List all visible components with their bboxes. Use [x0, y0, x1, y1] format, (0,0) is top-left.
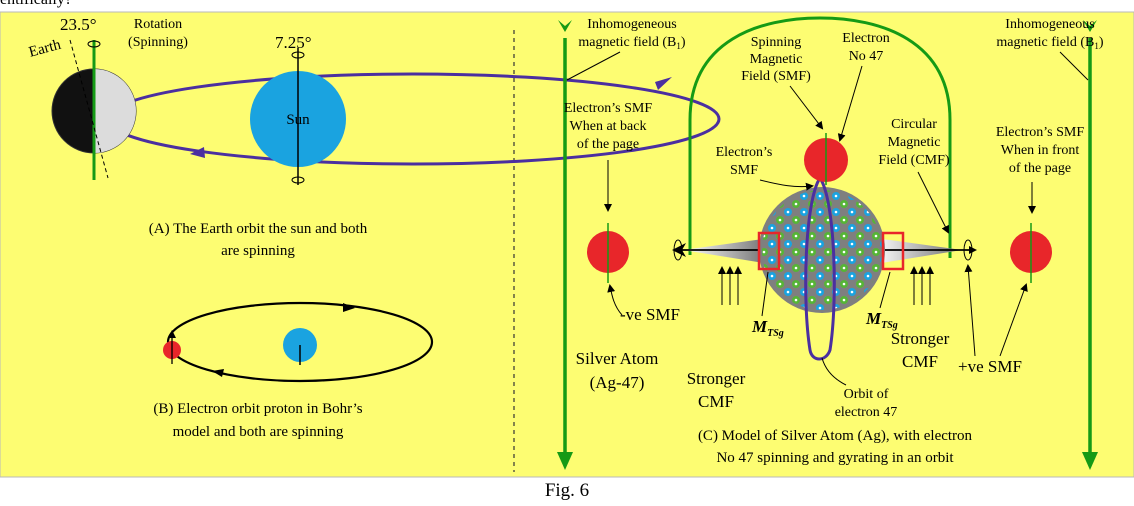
field-left-line1: Inhomogeneous	[587, 17, 676, 32]
axis-left-arrowhead	[672, 243, 686, 257]
mtsg-left-pointer	[761, 271, 769, 317]
smf-back-line3: of the page	[577, 137, 639, 152]
smf-front-line3: of the page	[1009, 161, 1071, 176]
axis-ring-right	[963, 239, 973, 261]
field-left-pointer	[566, 51, 621, 81]
bohr-orbit-arrow-bottom	[212, 369, 224, 377]
mtsg-left: MTSg	[751, 317, 784, 339]
mtsg-right: MTSg	[865, 309, 898, 331]
earth-tilt-label: 23.5°	[60, 15, 97, 34]
field-right-line1: Inhomogeneous	[1005, 17, 1094, 32]
cmf-label-pointer	[917, 171, 949, 234]
orbit-arrow-bottom	[190, 147, 205, 158]
panel-b: (B) Electron orbit proton in Bohr’s mode…	[153, 301, 434, 440]
svg-text:magnetic field (B1): magnetic field (B1)	[996, 35, 1103, 51]
caption-c-line2: No 47 spinning and gyrating in an orbit	[716, 450, 954, 466]
cmf-label-line3: Field (CMF)	[878, 153, 950, 168]
stronger-cmf-right-line1: Stronger	[891, 329, 950, 348]
panel-c: Inhomogeneous magnetic field (B1) Inhomo…	[557, 16, 1104, 470]
smf-label-line3: Field (SMF)	[741, 69, 811, 84]
rotation-label-line1: Rotation	[134, 17, 182, 32]
field-left-line2: magnetic field (B	[578, 35, 676, 50]
stronger-cmf-left-line2: CMF	[698, 392, 734, 411]
smf-back-line1: Electron’s SMF	[564, 101, 652, 116]
smf-back-line2: When at back	[570, 119, 647, 134]
sun-tilt-label: 7.25°	[275, 33, 312, 52]
nucleus-particles	[762, 190, 882, 310]
mtsg-right-pointer	[879, 271, 891, 309]
cone-left	[683, 238, 770, 264]
sun-spin-ring-bottom	[291, 176, 305, 184]
field-right-pointer	[1059, 51, 1089, 81]
sun-label: Sun	[286, 112, 310, 128]
caption-c-line1: (C) Model of Silver Atom (Ag), with elec…	[698, 428, 973, 444]
field-arrowhead-left-top	[558, 20, 572, 32]
caption-a-line2: are spinning	[221, 243, 295, 259]
orbit-label-pointer	[821, 357, 847, 386]
electron-no-line1: Electron	[842, 31, 889, 46]
mtsg-box-left	[757, 231, 781, 271]
neg-smf-pointer	[607, 284, 623, 316]
orbit-label-line2: electron 47	[835, 405, 898, 420]
caption-a-line1: (A) The Earth orbit the sun and both	[149, 221, 368, 237]
field-left-close: )	[681, 35, 686, 50]
field-left-sub: 1	[676, 41, 681, 51]
axis-ring-left	[673, 239, 683, 261]
cone-right	[875, 238, 962, 264]
electron-47-orbit	[804, 175, 836, 361]
cmf-label-line1: Circular	[891, 117, 937, 132]
smf-label-line1: Spinning	[751, 35, 802, 50]
electrons-smf-line2: SMF	[730, 163, 758, 178]
field-right-close: )	[1099, 35, 1104, 50]
circular-magnetic-field	[688, 16, 952, 258]
caption-b-line2: model and both are spinning	[173, 424, 344, 440]
orbit-label-line1: Orbit of	[844, 387, 889, 402]
electron-no-line2: No 47	[849, 49, 884, 64]
field-arrowhead-left-bottom	[557, 452, 573, 470]
sun-spin-ring-top	[291, 51, 305, 59]
cmf-label-line2: Magnetic	[888, 135, 941, 150]
svg-text:magnetic field (B1): magnetic field (B1)	[578, 35, 685, 51]
pos-smf-label: +ve SMF	[958, 357, 1022, 376]
neg-smf-label: -ve SMF	[620, 305, 680, 324]
smf-label-pointer	[789, 85, 824, 130]
field-arrowhead-right-bottom	[1082, 452, 1098, 470]
smf-front-line2: When in front	[1001, 143, 1080, 158]
bohr-orbit-arrow-top	[343, 303, 355, 312]
figure-label: Fig. 6	[544, 480, 590, 501]
smf-front-line1: Electron’s SMF	[996, 125, 1084, 140]
earth-spin-ring	[87, 40, 101, 48]
field-right-line2: magnetic field (B	[996, 35, 1094, 50]
field-arrowhead-right-top	[1083, 20, 1097, 32]
silver-atom-line2: (Ag-47)	[590, 373, 645, 392]
pos-smf-pointer-a	[964, 264, 976, 357]
caption-b-line1: (B) Electron orbit proton in Bohr’s	[153, 401, 362, 417]
smf-label-line2: Magnetic	[750, 52, 803, 67]
stronger-cmf-arrows-left	[718, 266, 742, 305]
electron-no-pointer	[837, 65, 863, 142]
orbit-arrow-top	[655, 77, 672, 90]
silver-atom-line1: Silver Atom	[576, 349, 659, 368]
rotation-label-line2: (Spinning)	[128, 35, 188, 50]
electrons-smf-pointer	[759, 179, 814, 191]
field-right-sub: 1	[1094, 41, 1099, 51]
stronger-cmf-arrows-right	[910, 266, 934, 305]
pos-smf-pointer-b	[999, 283, 1028, 357]
stronger-cmf-left-line1: Stronger	[687, 369, 746, 388]
mtsg-box-right	[881, 231, 905, 271]
stronger-cmf-right-line2: CMF	[902, 352, 938, 371]
top-cut-text: entifically?	[0, 0, 72, 9]
earth-lit-half	[94, 69, 136, 153]
earth-tilt-line	[69, 39, 109, 179]
electrons-smf-line1: Electron’s	[716, 145, 773, 160]
